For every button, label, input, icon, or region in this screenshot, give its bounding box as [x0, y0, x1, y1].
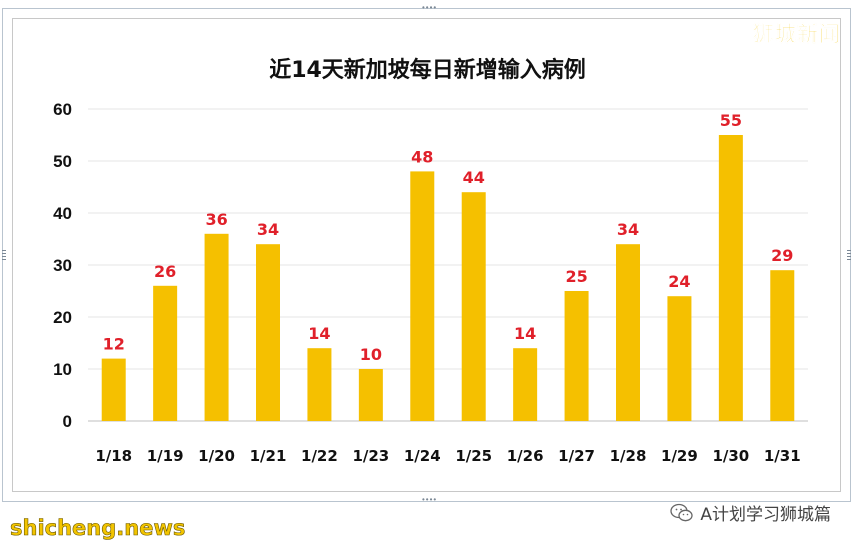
data-label: 25 [565, 267, 587, 286]
bar-1-18 [101, 358, 126, 421]
footer-account: A计划学习狮城篇 [670, 500, 831, 525]
data-label: 26 [154, 262, 176, 281]
data-label: 34 [257, 220, 279, 239]
y-tick-labels: 0 10 20 30 40 50 60 [53, 100, 72, 431]
bar-1-23 [358, 369, 383, 421]
data-label: 24 [668, 272, 690, 291]
chart-title: 近14天新加坡每日新增输入病例 [269, 58, 586, 83]
y-tick-label: 20 [53, 308, 72, 327]
brand-watermark: 狮城新闻 [753, 22, 841, 47]
bar-1-25 [461, 192, 486, 421]
x-tick-label: 1/31 [764, 447, 801, 465]
y-tick-label: 60 [53, 100, 72, 119]
x-tick-label: 1/30 [712, 447, 749, 465]
bar-1-28 [616, 244, 640, 421]
bar-1-21 [256, 244, 280, 421]
bar-1-31 [770, 270, 795, 421]
resize-handle-bottom[interactable]: •••• [422, 495, 438, 504]
data-label: 48 [411, 147, 433, 166]
x-tick-label: 1/24 [404, 447, 441, 465]
y-tick-label: 50 [53, 152, 72, 171]
data-label: 44 [463, 168, 485, 187]
x-tick-label: 1/23 [352, 447, 389, 465]
bar-1-29 [667, 296, 692, 421]
bars [101, 135, 795, 421]
bar-1-19 [153, 285, 178, 421]
resize-handle-left[interactable] [2, 250, 6, 260]
x-tick-label: 1/18 [95, 447, 132, 465]
x-tick-label: 1/20 [198, 447, 235, 465]
y-tick-label: 0 [63, 412, 72, 431]
x-tick-label: 1/25 [455, 447, 492, 465]
x-tick-label: 1/27 [558, 447, 595, 465]
x-tick-label: 1/21 [250, 447, 287, 465]
x-tick-label: 1/29 [661, 447, 698, 465]
data-label: 10 [360, 345, 382, 364]
data-label: 34 [617, 220, 639, 239]
data-label: 14 [514, 324, 536, 343]
account-name: A计划学习狮城篇 [700, 505, 831, 525]
data-label: 12 [103, 335, 125, 354]
resize-handle-right[interactable] [847, 250, 851, 260]
data-label: 29 [771, 246, 793, 265]
x-tick-label: 1/28 [610, 447, 647, 465]
bar-1-24 [410, 171, 435, 421]
bar-1-22 [307, 348, 332, 421]
footer-watermark: shicheng.news [10, 516, 186, 541]
x-tick-labels: 1/18 1/19 1/20 1/21 1/22 1/23 1/24 1/25 1/26 1/27… [95, 447, 800, 465]
data-labels: 12 26 36 34 14 10 48 44 14 25 34 24 55 29 [103, 111, 794, 364]
wechat-icon [670, 503, 694, 521]
gridlines [88, 108, 808, 370]
y-tick-label: 40 [53, 204, 72, 223]
y-tick-label: 10 [53, 360, 72, 379]
x-tick-label: 1/22 [301, 447, 338, 465]
bar-1-26 [513, 348, 538, 421]
x-tick-label: 1/26 [507, 447, 544, 465]
bar-1-27 [564, 291, 589, 421]
data-label: 36 [205, 210, 227, 229]
bar-1-20 [204, 233, 229, 421]
data-label: 55 [720, 111, 742, 130]
resize-handle-top[interactable]: •••• [422, 3, 438, 12]
bar-1-30 [718, 135, 743, 421]
data-label: 14 [308, 324, 330, 343]
x-tick-label: 1/19 [147, 447, 184, 465]
y-tick-label: 30 [53, 256, 72, 275]
